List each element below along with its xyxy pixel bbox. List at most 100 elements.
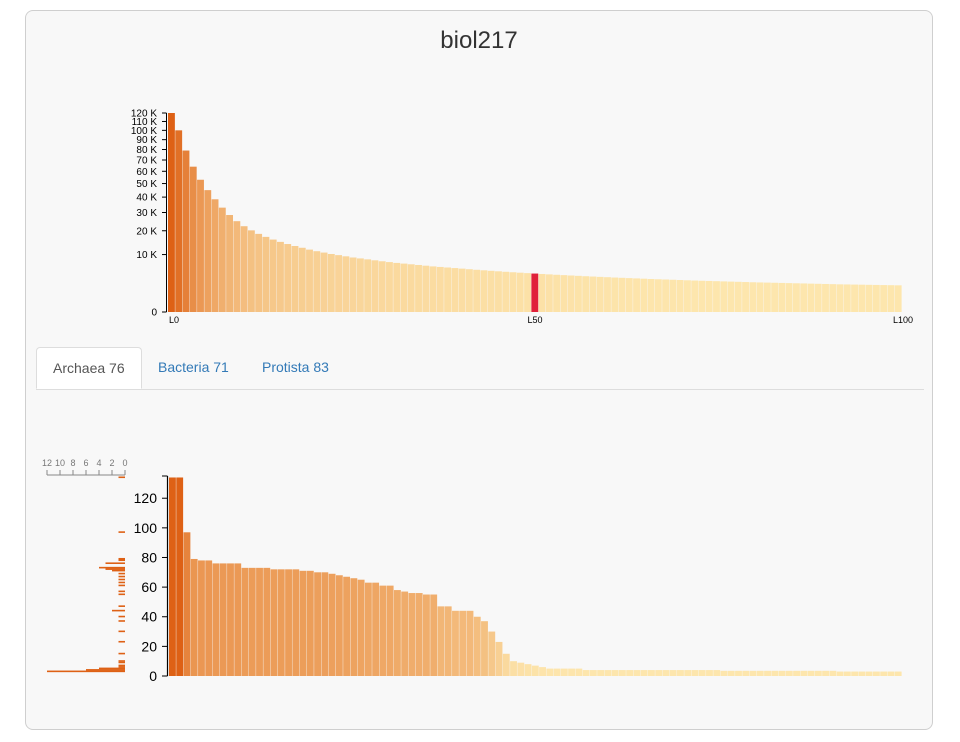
bar [713,670,721,676]
bar [771,282,779,312]
histogram-bar [118,630,125,633]
bar [240,226,248,312]
y-tick-label: 40 K [136,193,157,204]
bar [306,249,313,312]
bar [473,269,481,312]
bar [320,252,328,312]
bar [212,563,220,676]
bar [197,179,204,312]
bar [625,278,633,312]
bar [858,671,866,676]
bar [626,670,634,676]
bar [321,572,329,676]
bar [843,284,851,312]
bar [480,270,488,312]
histogram-bar [105,568,125,570]
bar [256,567,263,676]
tab-bacteria[interactable]: Bacteria 71 [158,359,229,375]
bar [444,267,452,312]
y-tick-label: 0 [149,668,157,684]
bar [691,670,699,676]
x-tick-label: L50 [527,315,542,325]
bar [596,276,604,312]
histogram-bar [99,566,125,569]
bar [785,670,793,676]
tab-archaea[interactable]: Archaea 76 [36,347,142,389]
bar [545,274,553,312]
bar [756,282,764,312]
x-tick-label: 2 [109,458,114,468]
y-tick-label: 90 K [136,135,157,146]
bar [713,281,720,312]
bar [510,661,517,676]
y-tick-label: 80 K [136,145,157,156]
y-tick-label: 30 K [136,208,157,219]
bar [887,285,895,312]
y-tick-label: 80 [141,549,157,565]
bar [720,670,728,676]
bar [611,670,619,676]
bar [415,264,422,312]
y-tick-label: 0 [151,308,157,319]
y-tick-label: 60 K [136,167,157,178]
bar [262,236,270,312]
bar [430,594,438,676]
bar [669,670,677,676]
bar [357,579,365,676]
histogram-bar [118,666,125,668]
bar [423,594,430,676]
bar [182,150,190,312]
bar [393,590,401,676]
bar [538,273,546,312]
histogram-bar [118,640,125,643]
bar [742,670,750,676]
bar [284,244,292,312]
histogram-bar [118,557,125,560]
histogram-bar [112,569,125,572]
x-tick-label: 12 [42,458,52,468]
bar [618,670,626,676]
histogram-bar [118,476,125,479]
bar [495,271,502,312]
bar [705,280,713,312]
bar [327,253,335,312]
bar [829,284,837,312]
bar [829,670,837,676]
bar [698,670,706,676]
histogram-bar [118,593,125,596]
bar [807,670,815,676]
bar [204,190,212,312]
histogram-bar [118,664,125,667]
histogram-bar [118,572,125,575]
bar [270,569,278,676]
bar [458,268,466,312]
bar [749,282,757,312]
bar [190,558,198,676]
bar [676,280,684,312]
bar [211,199,219,312]
bar [226,215,234,312]
bar [589,276,597,312]
bar [582,670,590,676]
histogram-bar [112,609,125,612]
histogram-bar [118,660,125,662]
bar [683,280,691,312]
bar [314,572,322,676]
bar [647,278,655,312]
bar [247,230,255,312]
bar [487,270,495,312]
bar [219,563,227,676]
bar [263,567,271,676]
bar [509,272,517,312]
bar [269,239,277,312]
bar [800,670,808,676]
histogram-bar [118,581,125,584]
y-tick-label: 120 [134,490,158,506]
bar [894,285,902,312]
bar [865,671,873,676]
bar [655,670,663,676]
x-tick-label: L100 [893,315,913,325]
tab-protista[interactable]: Protista 83 [262,359,329,375]
histogram-bar [47,670,125,673]
bar [618,277,626,312]
